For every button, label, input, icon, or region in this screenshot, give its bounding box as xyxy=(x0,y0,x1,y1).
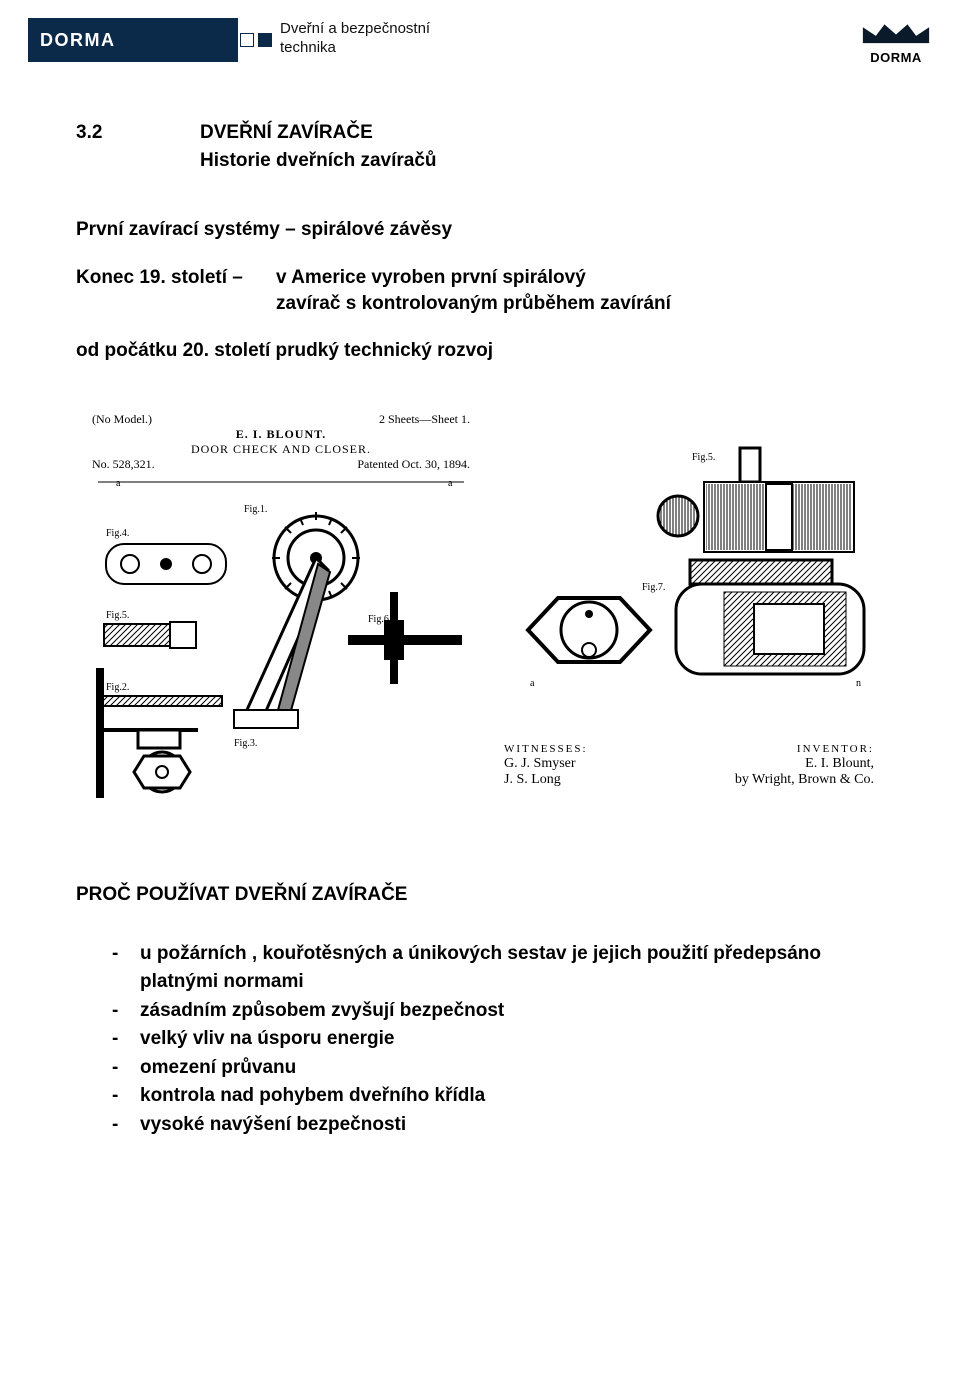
bullet-dash: - xyxy=(112,1054,140,1083)
paragraph: První zavírací systémy – spirálové závěs… xyxy=(76,217,884,243)
patent-figure-left: (No Model.) 2 Sheets—Sheet 1. E. I. BLOU… xyxy=(86,412,476,814)
inventor-label: INVENTOR: xyxy=(735,743,874,756)
fig-letter: a xyxy=(448,478,453,489)
bullet-dash: - xyxy=(112,1111,140,1140)
patent-inventor: INVENTOR: E. I. Blount, by Wright, Brown… xyxy=(735,743,874,788)
patent-drawing-right: Fig.5. Fig.7. xyxy=(504,442,874,742)
row-text: v Americe vyroben první spirálový xyxy=(276,265,671,291)
paragraph-row: Konec 19. století – v Americe vyroben pr… xyxy=(76,265,884,316)
patent-nomodel: (No Model.) xyxy=(92,412,152,427)
patent-number: No. 528,321. xyxy=(92,457,155,472)
inventor-signature: by Wright, Brown & Co. xyxy=(735,772,874,788)
fig-label: Fig.2. xyxy=(106,682,129,693)
brand-logo-text: DORMA xyxy=(870,50,922,65)
list-item: - vysoké navýšení bezpečnosti xyxy=(112,1111,884,1140)
list-item: - velký vliv na úsporu energie xyxy=(112,1025,884,1054)
decorative-squares xyxy=(236,33,272,47)
page: DORMA Dveřní a bezpečnostní technika DOR… xyxy=(0,0,960,1392)
header-subtitle: Dveřní a bezpečnostní technika xyxy=(280,20,430,58)
section-subtitle: Historie dveřních zavíračů xyxy=(200,148,437,174)
witness-signature: G. J. Smyser xyxy=(504,756,588,772)
list-item: - omezení průvanu xyxy=(112,1054,884,1083)
content: 3.2 DVEŘNÍ ZAVÍRAČE Historie dveřních za… xyxy=(0,65,960,364)
header-subtitle-block: Dveřní a bezpečnostní technika xyxy=(238,18,430,58)
witnesses-label: WITNESSES: xyxy=(504,743,588,756)
section2-title: PROČ POUŽÍVAT DVEŘNÍ ZAVÍRAČE xyxy=(76,884,884,906)
square-icon xyxy=(258,33,272,47)
bullet-text: omezení průvanu xyxy=(140,1054,884,1083)
witness-signature: J. S. Long xyxy=(504,772,588,788)
fig-label: Fig.5. xyxy=(692,452,715,463)
patent-figures: (No Model.) 2 Sheets—Sheet 1. E. I. BLOU… xyxy=(76,412,884,814)
brand-badge: DORMA xyxy=(28,18,238,62)
fig-letter: a xyxy=(530,678,535,689)
patent-drawing-left: a a Fig.4. Fig.1. xyxy=(86,472,476,802)
fig-label: Fig.4. xyxy=(106,528,129,539)
bullet-list: - u požárních , kouřotěsných a únikových… xyxy=(112,940,884,1140)
header-subtitle-line: technika xyxy=(280,39,430,58)
bullet-dash: - xyxy=(112,940,140,997)
patent-sheets: 2 Sheets—Sheet 1. xyxy=(379,412,470,427)
fig-label: Fig.1. xyxy=(244,504,267,515)
patent-caption: (No Model.) 2 Sheets—Sheet 1. E. I. BLOU… xyxy=(86,412,476,472)
row-text: zavírač s kontrolovaným průběhem zavírán… xyxy=(276,291,671,317)
fig-letter: a xyxy=(116,478,121,489)
section-number: 3.2 xyxy=(76,120,200,173)
paragraph: od počátku 20. století prudký technický … xyxy=(76,338,884,364)
header-subtitle-line: Dveřní a bezpečnostní xyxy=(280,20,430,39)
bullet-dash: - xyxy=(112,997,140,1026)
bullet-text: zásadním způsobem zvyšují bezpečnost xyxy=(140,997,884,1026)
bullet-dash: - xyxy=(112,1082,140,1111)
page-header: DORMA Dveřní a bezpečnostní technika DOR… xyxy=(0,0,960,65)
bullet-dash: - xyxy=(112,1025,140,1054)
patent-title: DOOR CHECK AND CLOSER. xyxy=(86,442,476,457)
patent-date: Patented Oct. 30, 1894. xyxy=(357,457,470,472)
fig-label: Fig.3. xyxy=(234,738,257,749)
fig-letter: n xyxy=(856,678,861,689)
fig-label: Fig.7. xyxy=(642,582,665,593)
square-icon xyxy=(240,33,254,47)
list-item: - zásadním způsobem zvyšují bezpečnost xyxy=(112,997,884,1026)
list-item: - kontrola nad pohybem dveřního křídla xyxy=(112,1082,884,1111)
bullet-text: u požárních , kouřotěsných a únikových s… xyxy=(140,940,884,997)
fig-label: Fig.5. xyxy=(106,610,129,621)
row-label: Konec 19. století – xyxy=(76,265,276,316)
bullet-text: kontrola nad pohybem dveřního křídla xyxy=(140,1082,884,1111)
section-title: DVEŘNÍ ZAVÍRAČE xyxy=(200,120,437,146)
brand-text: DORMA xyxy=(40,30,116,51)
list-item: - u požárních , kouřotěsných a únikových… xyxy=(112,940,884,997)
bullet-text: velký vliv na úsporu energie xyxy=(140,1025,884,1054)
section-heading: 3.2 DVEŘNÍ ZAVÍRAČE Historie dveřních za… xyxy=(76,120,884,173)
patent-figure-right: Fig.5. Fig.7. xyxy=(504,442,874,792)
crown-icon xyxy=(860,18,932,48)
bullet-text: vysoké navýšení bezpečnosti xyxy=(140,1111,884,1140)
inventor-signature: E. I. Blount, xyxy=(735,756,874,772)
patent-witnesses: WITNESSES: G. J. Smyser J. S. Long xyxy=(504,743,588,788)
patent-inventor-name: E. I. BLOUNT. xyxy=(86,427,476,442)
brand-logo: DORMA xyxy=(860,18,932,65)
